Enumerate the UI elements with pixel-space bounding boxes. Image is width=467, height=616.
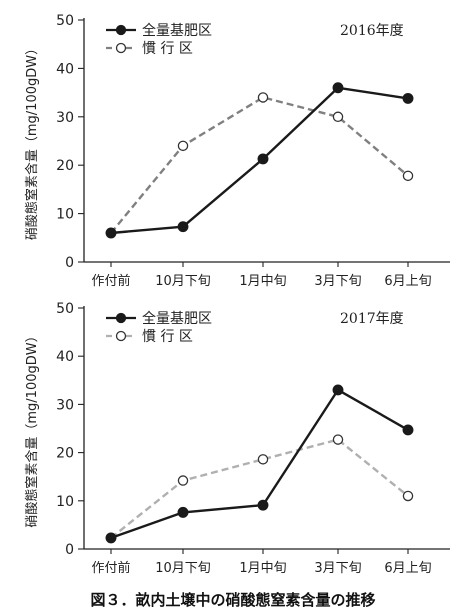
- legend-marker-2: [115, 42, 127, 54]
- data-point: [402, 490, 414, 502]
- y-tick-label: 40: [56, 61, 74, 77]
- data-point: [257, 499, 269, 511]
- legend-label-1: 全量基肥区: [142, 310, 212, 327]
- series-line-2: [110, 438, 409, 539]
- legend-marker-1: [115, 24, 127, 36]
- y-axis-label: 硝酸態窒素含量（mg/100gDW）: [24, 329, 40, 527]
- x-tick-label: 作付前: [91, 560, 130, 576]
- data-point: [332, 82, 344, 94]
- y-tick-label: 10: [56, 494, 74, 510]
- data-point: [257, 92, 269, 103]
- y-tick-label: 0: [65, 542, 74, 558]
- data-point: [177, 221, 189, 233]
- data-point: [402, 170, 414, 182]
- y-tick-label: 0: [65, 255, 74, 271]
- y-tick-label: 50: [56, 301, 74, 317]
- x-tick-label: 3月下旬: [314, 561, 361, 576]
- x-tick-label: 10月下旬: [155, 561, 211, 576]
- data-point: [257, 454, 269, 465]
- data-point: [332, 111, 344, 123]
- legend-marker-2: [115, 330, 127, 342]
- legend-marker-1: [115, 312, 127, 324]
- y-tick-label: 10: [56, 207, 74, 223]
- legend-label-2: 慣 行 区: [142, 40, 193, 57]
- y-tick-label: 50: [56, 13, 74, 29]
- data-point: [402, 92, 414, 104]
- data-point: [332, 434, 344, 445]
- series-line-2: [110, 96, 409, 234]
- x-tick-label: 1月中旬: [239, 274, 286, 289]
- data-point: [402, 424, 414, 436]
- x-tick-label: 6月上旬: [384, 274, 431, 289]
- data-point: [105, 532, 117, 544]
- x-tick-label: 3月下旬: [314, 274, 361, 289]
- y-tick-label: 40: [56, 349, 74, 365]
- x-tick-label: 6月上旬: [384, 561, 431, 576]
- x-tick-label: 10月下旬: [155, 274, 211, 289]
- x-tick-label: 作付前: [91, 273, 130, 289]
- legend-label-1: 全量基肥区: [142, 22, 212, 39]
- y-tick-label: 20: [56, 446, 74, 462]
- year-label: 2016年度: [340, 23, 404, 39]
- data-point: [177, 140, 189, 152]
- data-point: [332, 384, 344, 396]
- x-tick-label: 1月中旬: [239, 561, 286, 576]
- series-line-1: [110, 388, 409, 540]
- data-point: [105, 227, 117, 239]
- data-point: [257, 153, 269, 165]
- legend-label-2: 慣 行 区: [142, 328, 193, 345]
- y-tick-label: 30: [56, 397, 74, 413]
- y-tick-label: 20: [56, 158, 74, 174]
- chart-panel-2: 0 10 20 30 40 50 作付前 10月下旬 1月中旬 3月下旬 6月上旬 硝酸態窒素含量（m…: [24, 301, 450, 576]
- y-axis-label: 硝酸態窒素含量（mg/100gDW）: [24, 42, 40, 240]
- y-tick-label: 30: [56, 110, 74, 126]
- chart-panel-1: 0 10 20 30 40 50 作付前 10月下旬 1月中旬 3月下旬 6月上旬 硝酸態窒素含量（m…: [24, 13, 450, 289]
- data-point: [177, 475, 189, 486]
- data-point: [177, 506, 189, 518]
- year-label: 2017年度: [340, 311, 404, 327]
- figure-caption: 図３．畝内土壌中の硝酸態窒素含量の推移: [90, 591, 375, 609]
